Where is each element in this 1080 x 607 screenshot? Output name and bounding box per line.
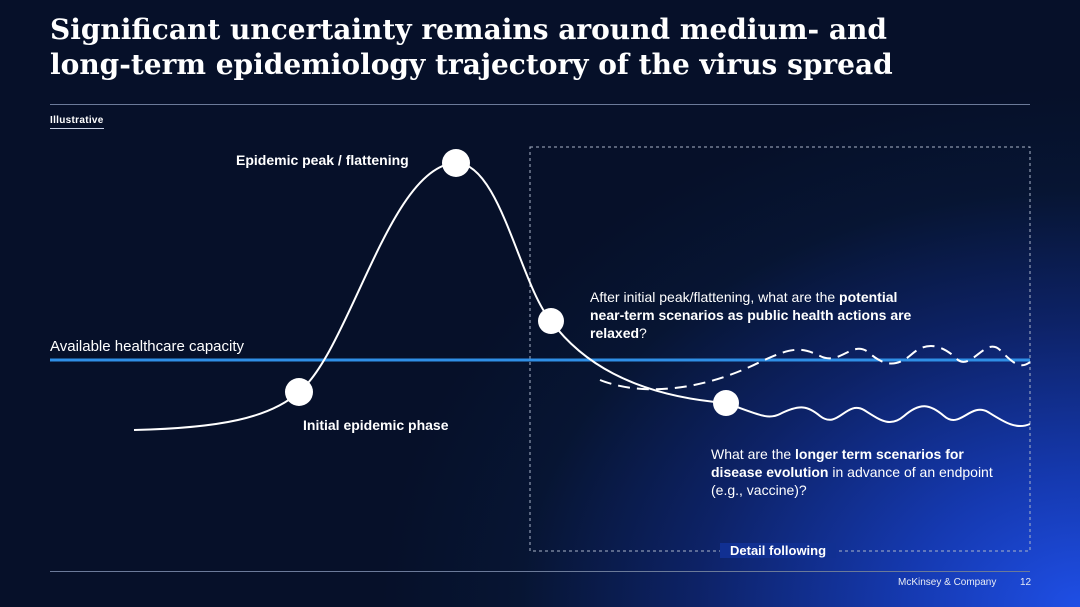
long-term-question: What are the longer term scenarios for d… <box>711 445 1011 499</box>
peak-label: Epidemic peak / flattening <box>236 152 409 168</box>
long-term-marker <box>713 390 739 416</box>
long-term-question-text: What are the <box>711 446 796 462</box>
near-term-question-text: After initial peak/flattening, what are … <box>590 289 840 305</box>
near-term-marker <box>538 308 564 334</box>
title-divider <box>50 104 1030 105</box>
illustrative-tag: Illustrative <box>50 115 104 129</box>
initial-phase-label: Initial epidemic phase <box>303 417 449 433</box>
near-term-question-emphasis: potential near-term scenarios as public … <box>590 289 912 341</box>
footer-divider <box>50 571 1030 572</box>
peak-marker <box>442 149 470 177</box>
capacity-label: Available healthcare capacity <box>50 338 245 355</box>
long-term-question-emphasis: longer term scenarios for disease evolut… <box>711 446 964 480</box>
detail-following-label: Detail following <box>720 543 837 558</box>
near-term-question-end: ? <box>639 325 647 341</box>
slide-title-line-1: Significant uncertainty remains around m… <box>50 13 887 46</box>
long-term-question-end: in advance of an endpoint (e.g., vaccine… <box>711 464 993 498</box>
long-term-scenario-curve <box>725 402 1031 428</box>
near-term-question: After initial peak/flattening, what are … <box>590 288 920 342</box>
near-term-scenario-curve <box>599 345 1031 391</box>
slide-title-line-2: long-term epidemiology trajectory of the… <box>50 48 893 81</box>
footer-company: McKinsey & Company <box>898 577 997 588</box>
slide-title: Significant uncertainty remains around m… <box>50 12 1010 82</box>
initial-phase-marker <box>285 378 313 406</box>
page-number: 12 <box>1020 577 1032 588</box>
